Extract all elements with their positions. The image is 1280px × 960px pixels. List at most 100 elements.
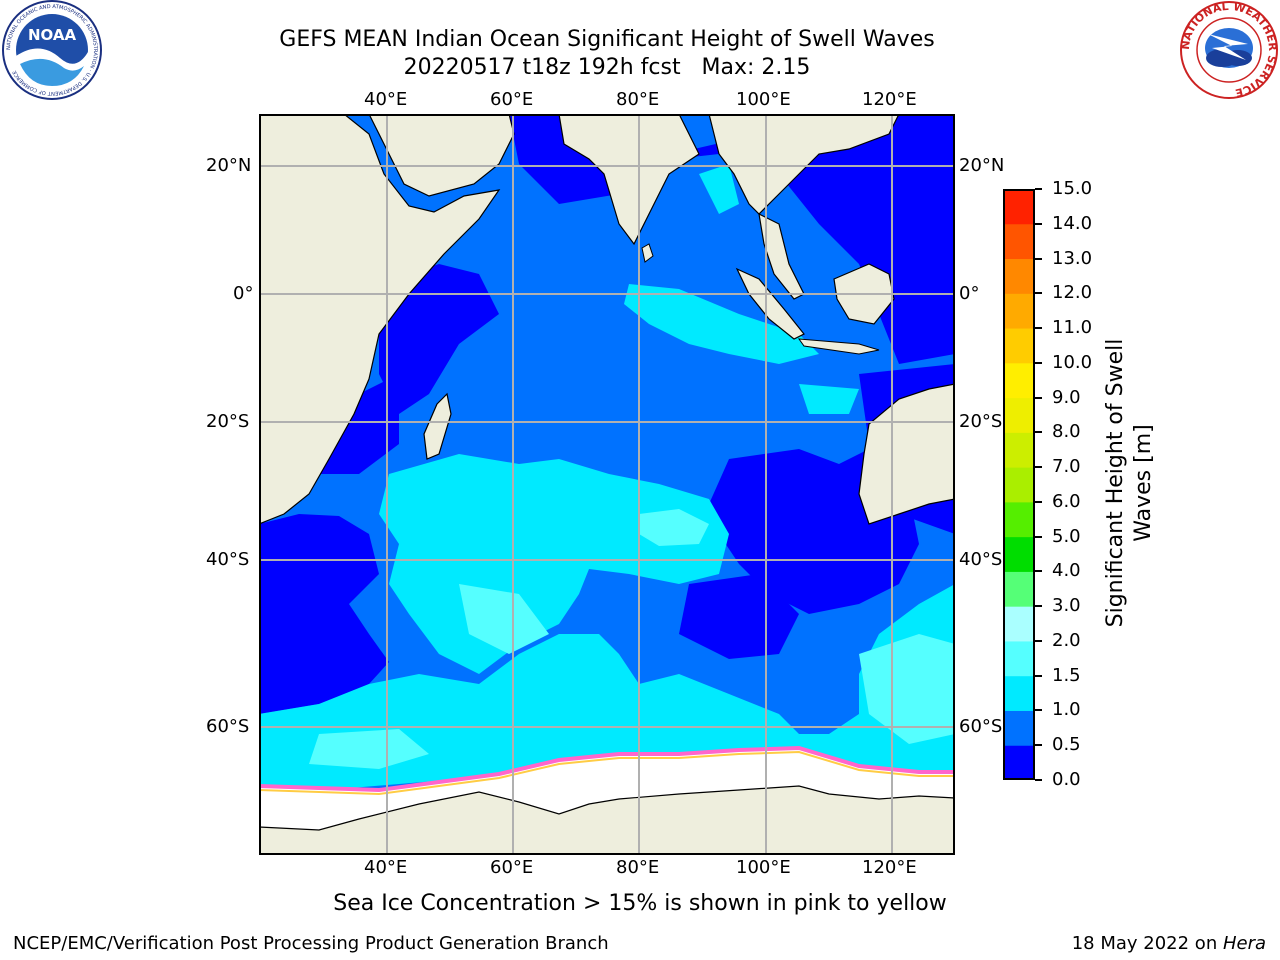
colorbar-tick (1035, 570, 1042, 573)
sumatra-land (735, 267, 805, 340)
lon-tick-top: 60°E (490, 89, 534, 110)
colorbar-swatch (1003, 189, 1035, 225)
lon-tick-top: 40°E (364, 89, 408, 110)
nws-logo-icon: NATIONAL WEATHER SERVICE (1178, 0, 1280, 100)
se-asia-land (708, 113, 900, 215)
colorbar-swatch (1003, 745, 1035, 781)
colorbar-swatch (1003, 328, 1035, 364)
lon-tick-top: 80°E (616, 89, 660, 110)
colorbar-tick (1035, 744, 1042, 747)
colorbar-tick (1035, 709, 1042, 712)
java-land (797, 338, 880, 355)
colorbar-tick (1035, 327, 1042, 330)
sea-ice-edge (258, 745, 955, 793)
colorbar-swatch (1003, 675, 1035, 711)
colorbar-tick-label: 11.0 (1052, 317, 1093, 339)
lat-tick-left: 20°S (206, 411, 250, 432)
colorbar-tick-label: 6.0 (1052, 490, 1081, 512)
lat-tick-left: 60°S (206, 716, 250, 737)
colorbar-tick-label: 15.0 (1052, 178, 1093, 199)
colorbar-tick-label: 0.0 (1052, 769, 1081, 790)
map-frame (259, 114, 955, 855)
arabia-land (368, 113, 515, 197)
lon-tick-bottom: 80°E (616, 857, 660, 878)
footer-date-text: 18 May 2022 on (1071, 933, 1223, 954)
colorbar-tick-label: 8.0 (1052, 421, 1081, 443)
colorbar-tick-label: 3.0 (1052, 595, 1081, 617)
colorbar-tick (1035, 639, 1042, 642)
colorbar-tick (1035, 779, 1042, 781)
lat-tick-right: 40°S (959, 549, 1003, 570)
colorbar-swatch (1003, 640, 1035, 677)
chart-title: GEFS MEAN Indian Ocean Significant Heigh… (279, 27, 935, 52)
colorbar (1003, 189, 1035, 781)
colorbar-tick-label: 0.5 (1052, 734, 1081, 756)
footer-date: 18 May 2022 on Hera (1072, 933, 1266, 955)
colorbar-tick (1035, 500, 1042, 503)
colorbar-tick-label: 1.5 (1052, 664, 1081, 686)
colorbar-swatch (1003, 710, 1035, 746)
colorbar-tick (1035, 605, 1042, 608)
colorbar-swatch (1003, 258, 1035, 294)
colorbar-tick-label: 13.0 (1052, 247, 1093, 269)
colorbar-tick-label: 9.0 (1052, 386, 1081, 408)
lat-tick-left: 20°N (206, 155, 252, 176)
lat-tick-right: 20°N (959, 155, 1005, 176)
colorbar-tick-label: 1.0 (1052, 699, 1081, 721)
lon-tick-bottom: 40°E (364, 857, 408, 878)
colorbar-tick (1035, 188, 1042, 190)
colorbar-tick-label: 2.0 (1052, 629, 1081, 651)
colorbar-swatch (1003, 571, 1035, 607)
colorbar-tick (1035, 674, 1042, 677)
lat-tick-right: 20°S (959, 411, 1003, 432)
map-panel (258, 113, 956, 856)
chart-subtitle: 20220517 t18z 192h fcst Max: 2.15 (403, 55, 811, 80)
india-land (558, 113, 700, 246)
colorbar-swatch (1003, 606, 1035, 642)
lat-tick-right: 60°S (959, 716, 1003, 737)
colorbar-tick (1035, 292, 1042, 295)
colorbar-tick (1035, 466, 1042, 469)
colorbar-title-line2: Waves [m] (1131, 424, 1156, 542)
colorbar-tick (1035, 396, 1042, 399)
colorbar-tick-label: 4.0 (1052, 560, 1081, 582)
lat-tick-left: 40°S (206, 549, 250, 570)
colorbar-tick-label: 14.0 (1052, 212, 1093, 234)
colorbar-swatch (1003, 536, 1035, 572)
graticule (259, 114, 955, 855)
colorbar-swatch (1003, 432, 1035, 468)
footer-credit: NCEP/EMC/Verification Post Processing Pr… (13, 933, 609, 954)
australia-land (858, 383, 956, 525)
footer-host: Hera (1222, 933, 1266, 954)
lon-tick-top: 120°E (862, 89, 917, 110)
colorbar-swatch (1003, 397, 1035, 433)
colorbar-tick (1035, 257, 1042, 260)
lon-tick-top: 100°E (736, 89, 791, 110)
colorbar-tick-label: 5.0 (1052, 525, 1081, 547)
colorbar-tick (1035, 222, 1042, 225)
colorbar-tick (1035, 431, 1042, 434)
sri-lanka-land (641, 243, 654, 263)
colorbar-tick (1035, 361, 1042, 364)
lon-tick-bottom: 120°E (862, 857, 917, 878)
colorbar-swatch (1003, 362, 1035, 399)
colorbar-swatch (1003, 501, 1035, 538)
noaa-logo-icon: NOAA NATIONAL OCEANIC AND ATMOSPHERIC AD… (0, 0, 104, 100)
lon-tick-bottom: 100°E (736, 857, 791, 878)
colorbar-title-line1: Significant Height of Swell (1103, 338, 1128, 628)
colorbar-tick-label: 10.0 (1052, 351, 1093, 373)
sea-ice-edge-inner (258, 750, 955, 796)
noaa-logo-text: NOAA (28, 26, 77, 44)
colorbar-swatch (1003, 223, 1035, 260)
swell-region-high (309, 509, 955, 769)
lat-tick-left: 0° (233, 283, 254, 304)
lat-tick-right: 0° (959, 283, 980, 304)
colorbar-swatch (1003, 293, 1035, 329)
madagascar-land (423, 392, 452, 460)
lon-tick-bottom: 60°E (490, 857, 534, 878)
colorbar-tick (1035, 535, 1042, 538)
colorbar-tick-label: 7.0 (1052, 456, 1081, 478)
colorbar-tick-label: 12.0 (1052, 282, 1093, 304)
colorbar-swatch (1003, 467, 1035, 503)
colorbar-frame (1003, 189, 1035, 780)
